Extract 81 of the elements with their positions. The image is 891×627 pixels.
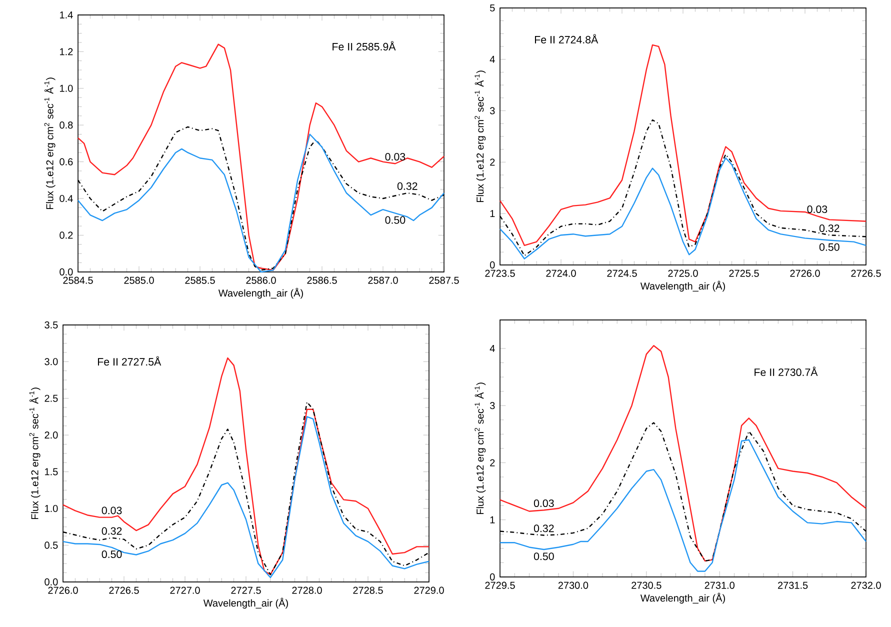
y-tick-label: 1.5 <box>45 468 58 476</box>
y-tick-label: 4 <box>490 56 495 63</box>
x-tick-label: 2730.0 <box>558 582 588 589</box>
y-tick-label: 0.0 <box>60 268 73 276</box>
y-tick-label: 0.0 <box>44 578 58 586</box>
series-label: 0.50 <box>102 550 122 558</box>
y-tick-label: 2 <box>490 459 495 466</box>
x-tick-label: 2726.0 <box>48 586 78 594</box>
x-tick-label: 2726.5 <box>109 586 139 594</box>
x-tick-label: 2727.0 <box>170 586 200 594</box>
annotation: Fe II 2585.9Å <box>332 41 396 51</box>
series-label: 0.03 <box>385 153 406 161</box>
x-tick-label: 2731.5 <box>778 582 808 589</box>
x-tick-label: 2726.5 <box>851 270 881 277</box>
series-label: 0.32 <box>819 224 840 232</box>
annotation: Fe II 2724.8Å <box>535 34 598 44</box>
x-tick-label: 2729.0 <box>414 586 444 594</box>
x-tick-label: 2731.0 <box>704 582 734 589</box>
y-tick-label: 0.4 <box>60 194 73 202</box>
series-label: 0.50 <box>819 243 840 251</box>
y-tick-label: 1 <box>490 210 495 217</box>
x-tick-label: 2587.5 <box>429 276 459 284</box>
x-tick-label: 2732.0 <box>851 582 881 589</box>
y-tick-label: 2.5 <box>44 394 58 402</box>
x-axis-title: Wavelength_air (Å) <box>640 280 725 292</box>
series-label: 0.03 <box>807 206 828 214</box>
y-axis-title: Flux (1.e12 erg cm$^{2}$ sec$^{-1}$ Å$^{-1}$) <box>474 70 486 202</box>
x-axis-title: Wavelength_air (Å) <box>640 592 725 604</box>
x-tick-label: 2728.5 <box>353 586 383 594</box>
x-tick-label: 2586.5 <box>307 276 337 284</box>
x-tick-label: 2725.5 <box>729 270 759 277</box>
x-tick-label: 2724.0 <box>546 270 576 277</box>
y-tick-label: 3.0 <box>44 358 58 366</box>
series-label: 0.50 <box>385 216 406 224</box>
annotation: Fe II 2727.5Å <box>98 356 162 366</box>
series-label: 0.03 <box>534 500 554 508</box>
y-tick-label: 3 <box>490 402 495 410</box>
series-label: 0.32 <box>534 524 554 532</box>
y-tick-label: 0 <box>490 261 495 269</box>
x-tick-label: 2584.5 <box>63 276 93 284</box>
x-tick-label: 2727.5 <box>231 586 261 594</box>
y-axis-title: Flux (1.e12 erg cm$^{2}$ sec$^{-1}$ Å$^{-1}$) <box>44 78 56 210</box>
y-tick-label: 0 <box>490 573 495 581</box>
series-label: 0.03 <box>102 506 122 514</box>
y-tick-label: 0.2 <box>60 232 73 239</box>
y-tick-label: 1.4 <box>60 12 73 18</box>
line-series <box>62 357 430 576</box>
y-tick-label: 5 <box>490 4 495 12</box>
y-tick-label: 0.8 <box>60 122 73 129</box>
y-tick-label: 1.0 <box>45 504 58 512</box>
y-tick-label: 1 <box>490 516 495 524</box>
y-tick-label: 0.6 <box>60 158 73 166</box>
x-tick-label: 2728.0 <box>292 586 322 594</box>
x-tick-label: 2729.5 <box>485 582 515 589</box>
x-tick-label: 2724.5 <box>607 270 637 277</box>
x-tick-label: 2723.5 <box>485 270 515 277</box>
x-axis-title: Wavelength_air (Å) <box>218 288 303 299</box>
series-label: 0.50 <box>534 552 554 560</box>
line-series <box>499 157 867 260</box>
y-tick-label: 2 <box>490 158 495 166</box>
y-tick-label: 1.2 <box>60 48 73 56</box>
y-axis-title: Flux (1.e12 erg cm$^{2}$ sec$^{-1}$ Å$^{-1}$) <box>29 388 40 520</box>
y-tick-label: 3 <box>490 107 495 114</box>
y-tick-label: 1.0 <box>60 84 73 92</box>
y-axis-title: Flux (1.e12 erg cm$^{2}$ sec$^{-1}$ Å$^{-1}$) <box>474 382 486 514</box>
y-tick-label: 2.0 <box>44 432 58 439</box>
y-tick-label: 4 <box>490 345 495 352</box>
y-tick-label: 3.5 <box>44 321 58 329</box>
series-label: 0.32 <box>102 527 122 535</box>
annotation: Fe II 2730.7Å <box>754 366 818 376</box>
y-tick-label: 0.5 <box>44 542 58 549</box>
x-axis-title: Wavelength_air (Å) <box>203 598 288 609</box>
x-tick-label: 2585.5 <box>185 276 215 284</box>
x-tick-label: 2587.0 <box>368 276 398 284</box>
x-tick-label: 2585.0 <box>124 276 154 284</box>
x-tick-label: 2586.0 <box>246 276 276 284</box>
series-label: 0.32 <box>397 182 418 190</box>
line-series <box>499 439 867 572</box>
x-tick-label: 2725.0 <box>668 270 698 277</box>
x-tick-label: 2726.0 <box>790 270 820 277</box>
x-tick-label: 2730.5 <box>632 582 662 589</box>
